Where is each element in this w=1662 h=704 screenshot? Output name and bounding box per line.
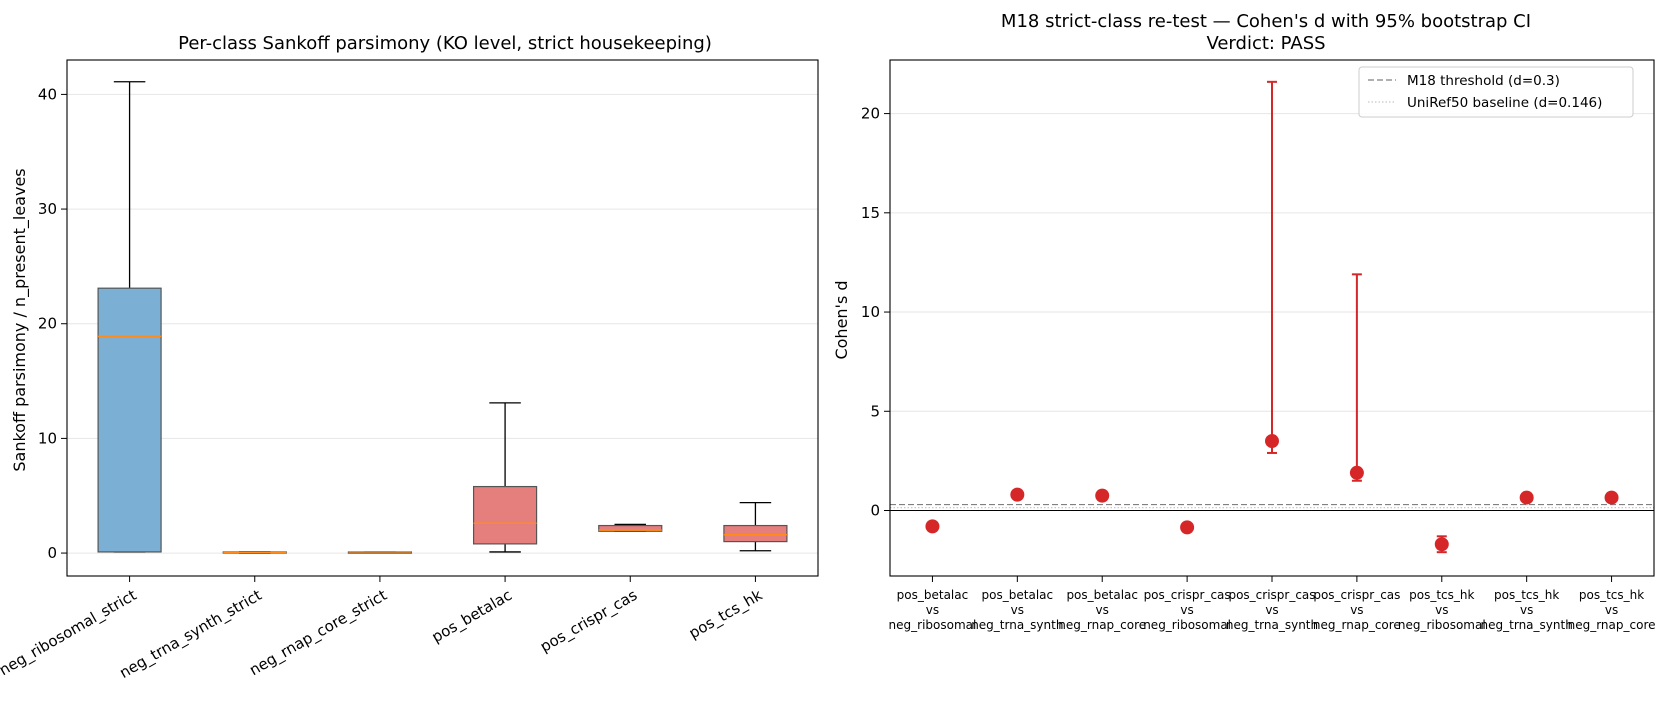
cohens-d-point <box>1434 537 1449 552</box>
errorbar-7 <box>1519 490 1534 505</box>
left-chart-title: Per-class Sankoff parsimony (KO level, s… <box>178 33 712 54</box>
x-label-line: pos_crispr_cas <box>1313 588 1400 602</box>
left-y-tick-label: 0 <box>47 544 57 562</box>
left-y-tick-label: 20 <box>38 315 57 333</box>
left-y-axis-label: Sankoff parsimony / n_present_leaves <box>10 168 30 471</box>
x-label-line: vs <box>1180 603 1193 617</box>
right-y-tick-label: 0 <box>870 502 880 520</box>
legend-entry: UniRef50 baseline (d=0.146) <box>1407 95 1602 111</box>
x-label-line: neg_ribosomal <box>1398 618 1486 632</box>
right-y-tick-label: 5 <box>870 402 880 420</box>
x-label-line: neg_rnap_core <box>1313 618 1401 632</box>
right-x-tick-label: pos_crispr_cas vs neg_ribosomal <box>1143 588 1231 632</box>
x-label-line: vs <box>1265 603 1278 617</box>
box-neg_rnap_core_strict <box>347 551 413 554</box>
x-label-line: neg_rnap_core <box>1568 618 1656 632</box>
errorbar-4 <box>1265 80 1279 454</box>
x-label-line: vs <box>1350 603 1363 617</box>
x-label-line: vs <box>1096 603 1109 617</box>
cohens-d-point <box>1010 487 1025 502</box>
legend-entry: M18 threshold (d=0.3) <box>1407 73 1560 89</box>
x-label-line: pos_betalac <box>1066 588 1138 602</box>
x-label-line: neg_ribosomal <box>1143 618 1231 632</box>
left-x-tick-label: pos_betalac <box>429 586 516 647</box>
right-y-axis-label: Cohen's d <box>832 280 851 359</box>
x-label-line: pos_betalac <box>897 588 969 602</box>
errorbar-8 <box>1604 490 1619 505</box>
right-x-tick-label: pos_tcs_hk vs neg_ribosomal <box>1398 588 1486 632</box>
right-y-tick-label: 15 <box>861 204 880 222</box>
box-pos_crispr_cas <box>598 523 663 532</box>
right-chart-title: M18 strict-class re-test — Cohen's d wit… <box>1001 11 1531 32</box>
right-y-tick-label: 10 <box>861 303 880 321</box>
cohens-d-point <box>1519 490 1534 505</box>
box-body <box>598 524 663 532</box>
box-pos_betalac <box>472 402 538 553</box>
cohens-d-point <box>1604 490 1619 505</box>
right-x-tick-label: pos_betalac vs neg_ribosomal <box>889 588 977 632</box>
box-pos_tcs_hk <box>723 501 788 552</box>
x-label-line: vs <box>1435 603 1448 617</box>
x-label-line: neg_trna_synth <box>971 618 1063 632</box>
left-plot-frame <box>66 59 819 577</box>
errorbar-5 <box>1349 273 1364 482</box>
cohens-d-point <box>925 519 940 534</box>
x-label-line: pos_tcs_hk <box>1409 588 1474 602</box>
box-body <box>97 287 162 553</box>
right-x-tick-label: pos_crispr_cas vs neg_rnap_core <box>1313 588 1401 632</box>
legend: M18 threshold (d=0.3) UniRef50 baseline (… <box>1358 66 1634 118</box>
left-x-tick-label: pos_tcs_hk <box>686 586 766 643</box>
right-errorbar-plot: M18 strict-class re-test — Cohen's d wit… <box>832 11 1656 632</box>
x-label-line: pos_tcs_hk <box>1579 588 1644 602</box>
box-neg_ribosomal_strict <box>97 81 162 553</box>
left-x-tick-label: neg_rnap_core_strict <box>246 586 390 680</box>
cohens-d-point <box>1095 488 1110 503</box>
errorbar-0 <box>925 519 940 534</box>
cohens-d-point <box>1349 465 1364 480</box>
x-label-line: vs <box>1520 603 1533 617</box>
x-label-line: neg_ribosomal <box>889 618 977 632</box>
x-label-line: vs <box>1011 603 1024 617</box>
errorbar-2 <box>1095 488 1110 503</box>
errorbar-3 <box>1180 520 1195 535</box>
box-body <box>723 524 788 543</box>
x-label-line: vs <box>1605 603 1618 617</box>
x-label-line: pos_crispr_cas <box>1144 588 1231 602</box>
x-label-line: pos_tcs_hk <box>1494 588 1559 602</box>
left-y-tick-label: 30 <box>38 200 57 218</box>
x-label-line: pos_crispr_cas <box>1228 588 1315 602</box>
x-label-line: pos_betalac <box>982 588 1054 602</box>
box-body <box>472 485 538 545</box>
right-x-tick-label: pos_tcs_hk vs neg_rnap_core <box>1568 588 1656 632</box>
left-x-tick-label: pos_crispr_cas <box>537 586 641 657</box>
right-y-tick-label: 20 <box>861 105 880 123</box>
right-x-tick-label: pos_tcs_hk vs neg_trna_synth <box>1481 588 1573 632</box>
x-label-line: vs <box>926 603 939 617</box>
right-x-tick-label: pos_betalac vs neg_rnap_core <box>1058 588 1146 632</box>
errorbar-1 <box>1010 487 1025 502</box>
right-chart-subtitle: Verdict: PASS <box>1206 33 1325 54</box>
legend-box <box>1358 66 1634 118</box>
x-label-line: neg_trna_synth <box>1226 618 1318 632</box>
right-x-tick-label: pos_crispr_cas vs neg_trna_synth <box>1226 588 1318 632</box>
errorbar-6 <box>1434 535 1449 554</box>
x-label-line: neg_trna_synth <box>1481 618 1573 632</box>
right-x-tick-label: pos_betalac vs neg_trna_synth <box>971 588 1063 632</box>
left-y-tick-label: 40 <box>38 85 57 103</box>
cohens-d-point <box>1180 520 1195 535</box>
cohens-d-point <box>1265 434 1279 449</box>
box-neg_trna_synth_strict <box>222 551 287 554</box>
x-label-line: neg_rnap_core <box>1058 618 1146 632</box>
right-plot-frame <box>889 59 1655 577</box>
left-y-tick-label: 10 <box>38 429 57 447</box>
left-box-plot: Per-class Sankoff parsimony (KO level, s… <box>0 33 819 683</box>
